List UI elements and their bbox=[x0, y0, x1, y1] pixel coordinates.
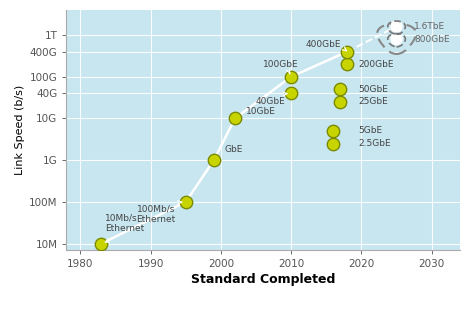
Point bbox=[393, 37, 401, 42]
Legend: Ethernet Speed, Possible Future Speed: Ethernet Speed, Possible Future Speed bbox=[130, 327, 396, 329]
Text: 5GbE: 5GbE bbox=[358, 126, 382, 136]
Point bbox=[210, 158, 218, 163]
Text: 40GbE: 40GbE bbox=[256, 92, 287, 106]
Point bbox=[337, 87, 344, 92]
X-axis label: Standard Completed: Standard Completed bbox=[191, 273, 335, 286]
Text: 50GbE: 50GbE bbox=[358, 85, 388, 94]
Text: 2.5GbE: 2.5GbE bbox=[358, 139, 391, 148]
Text: 25GbE: 25GbE bbox=[358, 97, 388, 106]
Text: 800GbE: 800GbE bbox=[414, 35, 450, 43]
Point bbox=[287, 91, 295, 96]
Text: 100Mb/s
Ethernet: 100Mb/s Ethernet bbox=[137, 201, 182, 224]
Point bbox=[287, 74, 295, 79]
Y-axis label: Link Speed (b/s): Link Speed (b/s) bbox=[15, 85, 25, 175]
Text: 10Mb/s
Ethernet: 10Mb/s Ethernet bbox=[105, 214, 144, 242]
Point bbox=[329, 141, 337, 146]
Text: GbE: GbE bbox=[224, 145, 243, 154]
Text: 100GbE: 100GbE bbox=[263, 60, 299, 74]
Point bbox=[182, 199, 190, 205]
Text: 400GbE: 400GbE bbox=[305, 40, 346, 51]
Point bbox=[393, 24, 401, 29]
Point bbox=[98, 241, 105, 246]
Point bbox=[329, 128, 337, 134]
Point bbox=[344, 62, 351, 67]
Text: 10GbE: 10GbE bbox=[246, 107, 275, 115]
Text: 200GbE: 200GbE bbox=[358, 60, 393, 69]
Text: 1.6TbE: 1.6TbE bbox=[414, 22, 445, 31]
Point bbox=[231, 116, 239, 121]
Point bbox=[344, 49, 351, 54]
Point bbox=[337, 99, 344, 104]
